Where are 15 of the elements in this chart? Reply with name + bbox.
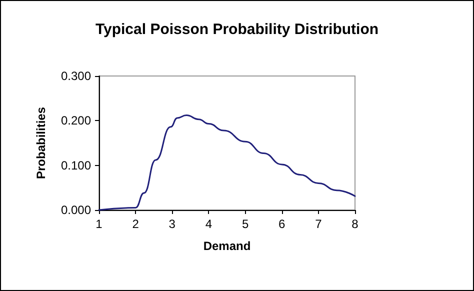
y-tick-label: 0.000: [60, 203, 92, 217]
y-tick-label: 0.300: [60, 69, 92, 83]
y-tick-label: 0.100: [60, 158, 92, 172]
x-tick-label: 7: [315, 217, 322, 231]
x-tick-label: 1: [96, 217, 103, 231]
x-tick-label: 5: [242, 217, 249, 231]
x-tick-label: 4: [205, 217, 212, 231]
x-tick-label: 8: [352, 217, 359, 231]
x-tick-label: 6: [278, 217, 286, 231]
y-axis-title: Probabilities: [34, 106, 48, 180]
x-axis-title: Demand: [203, 239, 251, 253]
chart-title: Typical Poisson Probability Distribution: [95, 21, 379, 38]
x-tick-label: 2: [132, 217, 140, 231]
x-tick-label: 3: [168, 217, 176, 231]
y-tick-label: 0.200: [60, 114, 92, 128]
